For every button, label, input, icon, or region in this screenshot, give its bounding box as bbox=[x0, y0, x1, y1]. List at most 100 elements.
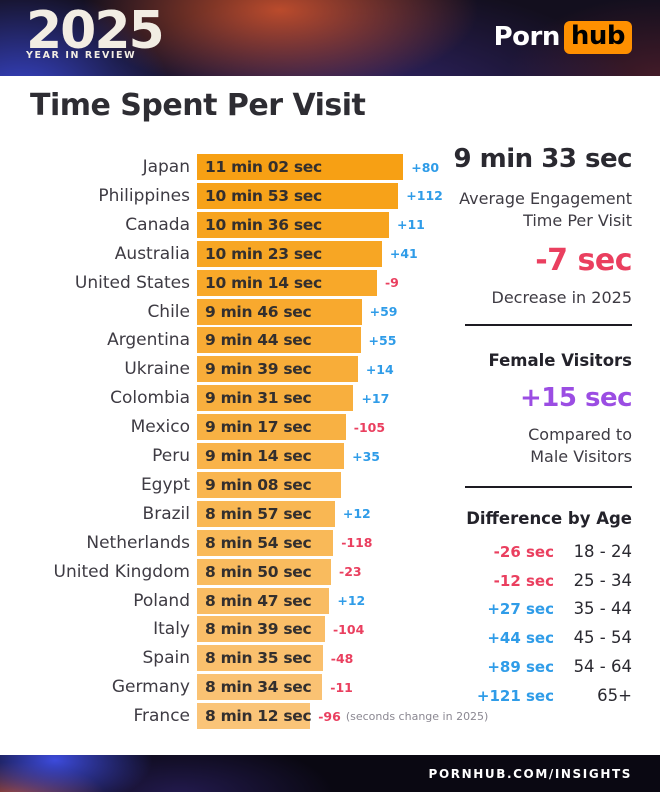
average-time-value: 9 min 33 sec bbox=[453, 144, 633, 174]
change-value: +17 bbox=[361, 390, 390, 406]
female-delta-value: +15 sec bbox=[519, 383, 633, 413]
change-value: +12 bbox=[342, 506, 371, 522]
age-range-label: 54 - 64 bbox=[573, 656, 632, 676]
change-value: +80 bbox=[411, 159, 440, 175]
header-banner: 2025 YEAR IN REVIEW Porn hub bbox=[0, 0, 660, 76]
time-value: 9 min 14 sec bbox=[205, 447, 312, 465]
chart-row: Poland 8 min 47 sec +12 bbox=[0, 587, 660, 614]
country-label: Poland bbox=[133, 590, 190, 611]
country-label: France bbox=[133, 706, 190, 727]
country-label: Spain bbox=[142, 648, 191, 669]
change-value: -23 bbox=[339, 564, 362, 580]
country-label: United States bbox=[74, 272, 190, 293]
change-value: +41 bbox=[389, 246, 418, 262]
time-value: 8 min 54 sec bbox=[205, 533, 312, 552]
change-value: -104 bbox=[332, 621, 365, 637]
time-value: 8 min 47 sec bbox=[205, 591, 312, 610]
time-bar: 9 min 46 sec bbox=[197, 298, 362, 325]
chart-row: United States 10 min 14 sec -9 bbox=[0, 269, 660, 296]
chart-row: Australia 10 min 23 sec +41 bbox=[0, 240, 660, 267]
time-value: 8 min 57 sec bbox=[205, 504, 312, 523]
time-bar: 9 min 08 sec bbox=[197, 471, 341, 498]
change-value: +14 bbox=[365, 361, 394, 377]
time-value: 8 min 35 sec bbox=[205, 649, 312, 668]
chart-row: France 8 min 12 sec -96 (seconds change in … bbox=[0, 703, 660, 730]
average-delta-value: -7 sec bbox=[535, 243, 632, 278]
time-bar: 9 min 14 sec bbox=[197, 443, 345, 469]
time-value: 10 min 23 sec bbox=[205, 244, 322, 263]
change-note: (seconds change in 2025) bbox=[345, 709, 489, 723]
footer-banner: PORNHUB.COM/INSIGHTS bbox=[0, 755, 660, 792]
time-value: 11 min 02 sec bbox=[205, 158, 322, 176]
time-value: 9 min 44 sec bbox=[205, 331, 312, 350]
country-label: Netherlands bbox=[86, 532, 190, 553]
chart-row: Egypt 9 min 08 sec bbox=[0, 471, 660, 498]
country-label: Japan bbox=[142, 157, 190, 177]
country-label: Ukraine bbox=[124, 359, 190, 380]
age-change-value: +27 sec bbox=[487, 600, 554, 619]
age-range-label: 45 - 54 bbox=[573, 628, 632, 648]
female-visitors-title: Female Visitors bbox=[488, 351, 632, 370]
age-row: -26 sec 18 - 24 bbox=[422, 542, 632, 561]
time-bar: 8 min 39 sec bbox=[197, 616, 325, 643]
time-bar: 10 min 23 sec bbox=[197, 240, 382, 267]
age-change-value: +44 sec bbox=[487, 629, 554, 648]
average-time-label: Average Engagement Time Per Visit bbox=[459, 189, 632, 230]
age-list: -26 sec 18 - 24 -12 sec 25 - 34 +27 sec 35 - … bbox=[422, 542, 632, 722]
time-bar: 10 min 14 sec bbox=[197, 269, 377, 296]
age-row: +27 sec 35 - 44 bbox=[422, 599, 632, 618]
country-label: Australia bbox=[114, 243, 190, 264]
time-value: 8 min 50 sec bbox=[205, 562, 312, 581]
time-bar: 8 min 34 sec bbox=[197, 674, 323, 701]
divider-line bbox=[465, 324, 632, 326]
age-range-label: 25 - 34 bbox=[573, 570, 632, 590]
country-label: Philippines bbox=[98, 185, 190, 206]
time-bar: 8 min 50 sec bbox=[197, 558, 331, 585]
time-value: 9 min 31 sec bbox=[205, 389, 312, 408]
time-bar: 10 min 53 sec bbox=[197, 182, 399, 209]
age-row: +44 sec 45 - 54 bbox=[422, 628, 632, 647]
chart-row: Germany 8 min 34 sec -11 bbox=[0, 674, 660, 701]
time-bar: 8 min 35 sec bbox=[197, 645, 323, 672]
change-value: +35 bbox=[352, 448, 381, 464]
age-row: +121 sec 65+ bbox=[422, 686, 632, 705]
average-delta-label: Decrease in 2025 bbox=[491, 288, 633, 307]
insights-url: PORNHUB.COM/INSIGHTS bbox=[428, 766, 632, 781]
chart-row: Japan 11 min 02 sec +80 bbox=[0, 154, 660, 180]
age-section-title: Difference by Age bbox=[466, 509, 632, 528]
year-tagline: YEAR IN REVIEW bbox=[26, 49, 137, 61]
time-bar: 9 min 44 sec bbox=[197, 327, 361, 354]
country-label: Canada bbox=[125, 214, 190, 235]
chart-row: Chile 9 min 46 sec +59 bbox=[0, 298, 660, 325]
age-row: +89 sec 54 - 64 bbox=[422, 657, 632, 676]
time-bar: 8 min 12 sec bbox=[197, 703, 312, 730]
female-delta-label: Compared to Male Visitors bbox=[528, 425, 632, 466]
time-bar: 8 min 57 sec bbox=[197, 500, 335, 527]
year-text: 2025 bbox=[26, 1, 165, 61]
change-value: +59 bbox=[369, 304, 398, 319]
time-value: 10 min 14 sec bbox=[205, 273, 322, 292]
country-label: Brazil bbox=[142, 503, 190, 524]
chart-row: Philippines 10 min 53 sec +112 bbox=[0, 182, 660, 209]
time-bar: 9 min 31 sec bbox=[197, 385, 354, 412]
change-value: -105 bbox=[353, 419, 386, 435]
country-label: Argentina bbox=[107, 330, 190, 351]
time-bar: 8 min 54 sec bbox=[197, 529, 334, 556]
time-bar: 9 min 39 sec bbox=[197, 356, 358, 383]
time-value: 8 min 12 sec bbox=[205, 707, 312, 726]
time-value: 10 min 36 sec bbox=[205, 215, 322, 234]
chart-row: Colombia 9 min 31 sec +17 bbox=[0, 385, 660, 412]
change-value: -11 bbox=[330, 679, 353, 695]
year-in-review-logo: 2025 YEAR IN REVIEW bbox=[26, 1, 165, 61]
chart-row: Argentina 9 min 44 sec +55 bbox=[0, 327, 660, 354]
age-range-label: 35 - 44 bbox=[573, 599, 632, 619]
time-bar: 11 min 02 sec bbox=[197, 154, 404, 180]
logo-part-porn: Porn bbox=[493, 22, 561, 53]
divider-line bbox=[465, 486, 632, 488]
time-bar: 10 min 36 sec bbox=[197, 211, 389, 238]
change-value: -9 bbox=[384, 275, 399, 291]
page-title: Time Spent Per Visit bbox=[30, 88, 366, 123]
pornhub-logo: Porn hub bbox=[494, 21, 632, 54]
change-value: +12 bbox=[337, 593, 366, 608]
